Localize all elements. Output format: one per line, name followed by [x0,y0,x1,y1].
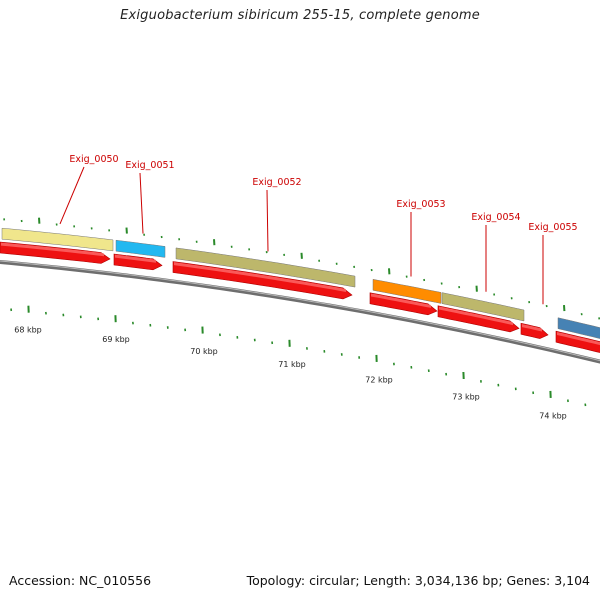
gene-bar-exig-0053 [372,278,442,304]
gene-label-exig-0053: Exig_0053 [396,199,445,210]
topology-label: Topology: [246,573,306,588]
leader-exig-0052 [266,189,269,252]
gene-track [1,227,600,339]
kbp-label: 70 kbp [190,347,218,356]
gene-bar-exig-0054 [441,292,525,322]
genome-meta-info: Topology: circular; Length: 3,034,136 bp… [246,573,590,588]
cds-arrow-highlight-3 [174,262,346,292]
kbp-label: 71 kbp [278,360,306,369]
gene-label-exig-0052: Exig_0052 [252,177,301,188]
backbone-track [0,259,600,364]
topology-value: circular [309,573,356,588]
gene-labels: Exig_0050 Exig_0051 Exig_0052 Exig_0053 Exig… [69,154,577,233]
kbp-label: 73 kbp [452,393,480,402]
cds-arrow-highlight-2 [115,254,156,263]
gene-label-exig-0055: Exig_0055 [528,222,577,233]
cds-arrow-highlight-6 [522,324,542,332]
genome-title: Exiguobacterium sibiricum 255-15, comple… [120,8,480,23]
leader-exig-0051 [139,172,144,234]
length-label: Length: [363,573,411,588]
gene-bar-exig-0055 [557,317,600,339]
gene-label-exig-0054: Exig_0054 [471,212,520,223]
kbp-scale: 68 kbp 69 kbp 70 kbp 71 kbp 72 kbp 73 kbp 74 k… [14,326,567,421]
gene-bar-exig-0050 [1,227,114,252]
gene-bar-exig-0052 [175,247,356,288]
backbone-highlight [0,260,600,362]
gene-label-leaders [59,166,544,305]
kbp-label: 69 kbp [102,335,130,344]
tick-track [3,217,600,407]
kbp-label: 68 kbp [14,326,42,335]
genes-value: 3,104 [554,573,590,588]
kbp-label: 72 kbp [365,375,393,384]
accession-label: Accession: [9,573,76,588]
leader-exig-0050 [59,166,85,225]
accession-info: Accession: NC_010556 [9,573,151,588]
gene-label-exig-0051: Exig_0051 [125,160,174,171]
length-value: 3,034,136 bp [414,573,499,588]
accession-value: NC_010556 [79,573,152,588]
genes-label: Genes: [506,573,551,588]
cds-arrow-highlight-7 [557,332,600,346]
kbp-label: 74 kbp [539,412,567,421]
cds-arrow-highlight-5 [439,306,513,326]
cds-arrow-highlight-1 [1,242,104,257]
cds-arrow-highlight-4 [371,293,431,308]
backbone-line [0,259,600,364]
cds-track [0,241,600,353]
gene-label-exig-0050: Exig_0050 [69,154,118,165]
gene-bar-exig-0051 [115,239,166,258]
